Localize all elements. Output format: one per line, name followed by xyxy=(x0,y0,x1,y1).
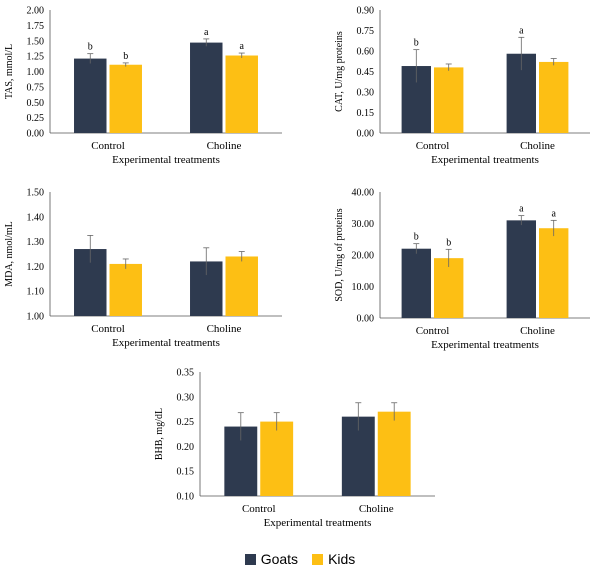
y-tick-label-tas-0: 0.00 xyxy=(27,129,45,140)
y-tick-label-bhb-2: 0.20 xyxy=(177,442,195,453)
legend: Goats Kids xyxy=(0,548,600,570)
sig-letter-cat-goats-control: b xyxy=(414,38,419,49)
y-tick-label-cat-1: 0.15 xyxy=(357,108,375,119)
y-tick-label-tas-8: 2.00 xyxy=(27,6,45,17)
sig-letter-sod-goats-control: b xyxy=(414,232,419,243)
y-axis-label-cat: CAT, U/mg proteins xyxy=(334,31,345,112)
y-tick-label-cat-4: 0.60 xyxy=(357,47,375,58)
y-tick-label-cat-5: 0.75 xyxy=(357,26,375,37)
bar-sod-kids-choline xyxy=(539,228,569,318)
y-tick-label-mda-0: 1.00 xyxy=(27,312,45,323)
sig-letter-tas-kids-choline: a xyxy=(240,41,245,52)
x-tick-label-cat-control: Control xyxy=(416,140,450,152)
x-axis-label-tas: Experimental treatments xyxy=(112,154,220,166)
bar-tas-kids-choline xyxy=(225,55,258,134)
y-tick-label-sod-3: 30.00 xyxy=(352,219,375,230)
chart-bhb: 0.10 0.15 0.20 0.25 0.30 0.35 Control Choline Ex… xyxy=(154,368,435,529)
bar-mda-kids-control xyxy=(109,263,142,316)
y-tick-label-sod-0: 0.00 xyxy=(357,314,375,325)
y-tick-label-tas-2: 0.50 xyxy=(27,98,45,109)
y-axis-label-bhb: BHB, mg/dL xyxy=(154,408,165,460)
bar-tas-kids-control xyxy=(109,64,142,133)
x-axis-label-bhb: Experimental treatments xyxy=(264,517,372,529)
legend-label-kids: Kids xyxy=(328,551,356,567)
chart-cat: 0.00 0.15 0.30 0.45 0.60 0.75 0.90 b Control a Cho… xyxy=(334,6,590,166)
bar-bhb-kids-choline xyxy=(377,411,411,496)
sig-letter-cat-goats-choline: a xyxy=(519,25,524,36)
y-tick-label-bhb-5: 0.35 xyxy=(177,368,195,379)
sig-letter-tas-goats-control: b xyxy=(88,42,93,53)
bar-mda-kids-choline xyxy=(225,256,258,316)
x-tick-label-mda-control: Control xyxy=(91,323,125,335)
y-tick-label-tas-7: 1.75 xyxy=(27,21,45,32)
y-tick-label-tas-4: 1.00 xyxy=(27,67,45,78)
x-tick-label-bhb-choline: Choline xyxy=(359,503,394,515)
y-tick-label-sod-1: 10.00 xyxy=(352,282,375,293)
x-axis-label-sod: Experimental treatments xyxy=(431,339,539,351)
figure: 0.00 0.25 0.50 0.75 1.00 1.25 1.50 1.75 2.00 b b Co… xyxy=(4,6,590,529)
legend-item-kids[interactable]: Kids xyxy=(312,551,355,567)
y-tick-label-tas-5: 1.25 xyxy=(27,52,45,63)
y-tick-label-mda-5: 1.50 xyxy=(27,188,45,199)
bar-bhb-kids-control xyxy=(260,421,294,496)
bar-sod-goats-control xyxy=(401,248,431,318)
sig-letter-tas-kids-control: b xyxy=(123,51,128,62)
y-tick-label-cat-2: 0.30 xyxy=(357,88,375,99)
legend-item-goats[interactable]: Goats xyxy=(244,551,299,567)
legend-label-goats: Goats xyxy=(260,551,299,567)
x-tick-label-bhb-control: Control xyxy=(242,503,276,515)
y-tick-label-sod-2: 20.00 xyxy=(352,251,375,262)
bar-cat-kids-control xyxy=(434,67,464,133)
bar-tas-goats-control xyxy=(74,58,107,133)
y-tick-label-bhb-0: 0.10 xyxy=(177,492,195,503)
y-tick-label-cat-6: 0.90 xyxy=(357,6,375,17)
y-tick-label-tas-6: 1.50 xyxy=(27,36,45,47)
chart-sod: 0.00 10.00 20.00 30.00 40.00 b b Control a a Choli… xyxy=(334,188,590,351)
x-axis-label-mda: Experimental treatments xyxy=(112,337,220,349)
y-tick-label-cat-0: 0.00 xyxy=(357,129,375,140)
legend-swatch-goats xyxy=(244,553,256,565)
sig-letter-sod-kids-choline: a xyxy=(551,208,556,219)
y-tick-label-mda-1: 1.10 xyxy=(27,287,45,298)
y-axis-label-tas: TAS, mmol/L xyxy=(4,44,15,99)
y-tick-label-mda-4: 1.40 xyxy=(27,212,45,223)
y-tick-label-sod-4: 40.00 xyxy=(352,188,375,199)
y-tick-label-mda-3: 1.30 xyxy=(27,237,45,248)
x-tick-label-mda-choline: Choline xyxy=(207,323,242,335)
x-tick-label-cat-choline: Choline xyxy=(520,140,555,152)
y-tick-label-tas-3: 0.75 xyxy=(27,82,45,93)
legend-swatch-kids xyxy=(312,553,324,565)
x-tick-label-sod-choline: Choline xyxy=(520,325,555,337)
sig-letter-sod-kids-control: b xyxy=(446,237,451,248)
bar-tas-goats-choline xyxy=(190,42,223,133)
chart-mda: 1.00 1.10 1.20 1.30 1.40 1.50 Control Choline Ex… xyxy=(4,188,282,349)
y-tick-label-bhb-1: 0.15 xyxy=(177,467,195,478)
y-axis-label-mda: MDA, nmol/mL xyxy=(4,221,15,287)
chart-tas: 0.00 0.25 0.50 0.75 1.00 1.25 1.50 1.75 2.00 b b Co… xyxy=(4,6,282,166)
bar-sod-kids-control xyxy=(434,258,464,318)
bar-sod-goats-choline xyxy=(506,220,536,318)
y-tick-label-mda-2: 1.20 xyxy=(27,262,45,273)
x-tick-label-tas-choline: Choline xyxy=(207,140,242,152)
y-tick-label-tas-1: 0.25 xyxy=(27,113,45,124)
x-tick-label-tas-control: Control xyxy=(91,140,125,152)
y-tick-label-bhb-4: 0.30 xyxy=(177,392,195,403)
y-tick-label-bhb-3: 0.25 xyxy=(177,417,195,428)
x-axis-label-cat: Experimental treatments xyxy=(431,154,539,166)
y-axis-label-sod: SOD, U/mg of proteins xyxy=(334,208,345,301)
y-tick-label-cat-3: 0.45 xyxy=(357,67,375,78)
sig-letter-tas-goats-choline: a xyxy=(204,27,209,38)
x-tick-label-sod-control: Control xyxy=(416,325,450,337)
bar-cat-kids-choline xyxy=(539,61,569,133)
sig-letter-sod-goats-choline: a xyxy=(519,204,524,215)
